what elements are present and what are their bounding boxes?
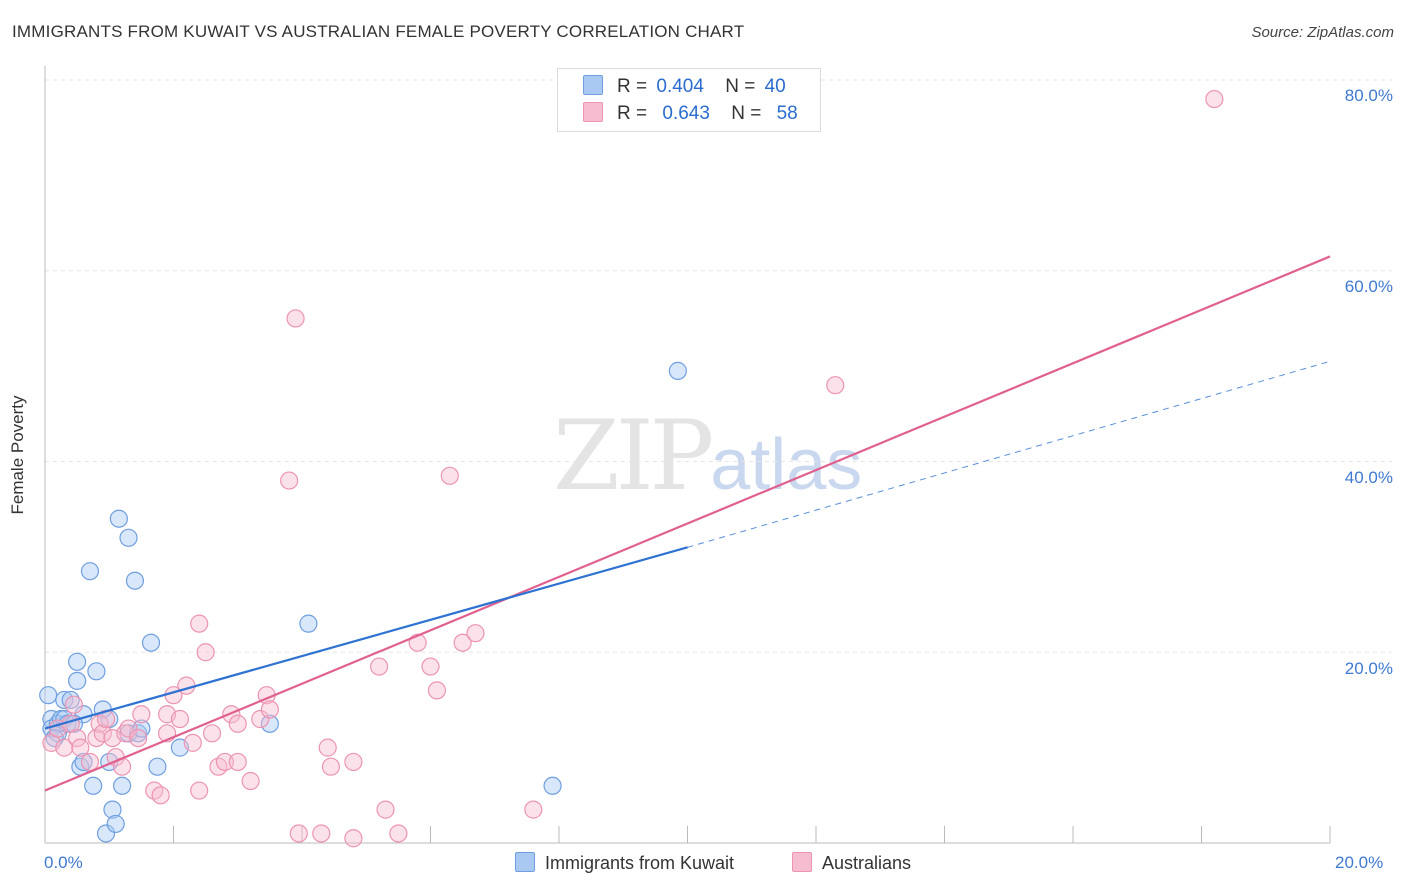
australians-trend-line — [44, 255, 1331, 792]
y-tick-label-20: 20.0% — [1344, 659, 1393, 678]
australians-point-26 — [183, 733, 202, 752]
australians-point-54 — [440, 466, 459, 485]
kuwait-point-6 — [55, 690, 74, 710]
kuwait-point-14 — [74, 752, 93, 772]
australians-point-52 — [421, 657, 440, 676]
australians-point-5 — [68, 728, 87, 748]
kuwait-point-26 — [119, 528, 138, 547]
kuwait-point-25 — [112, 776, 132, 795]
legend-swatch-australians — [583, 102, 603, 122]
legend-r-value-kuwait: 0.404 — [656, 76, 704, 97]
chart-title: IMMIGRANTS FROM KUWAIT VS AUSTRALIAN FEM… — [12, 22, 745, 41]
australians-point-10 — [93, 724, 112, 743]
legend-n-value-australians: 58 — [776, 103, 798, 124]
australians-point-50 — [389, 824, 408, 843]
australians-point-7 — [80, 752, 100, 772]
australians-point-27 — [190, 614, 209, 633]
australians-point-36 — [241, 771, 260, 791]
source-label: Source: ZipAtlas.com — [1251, 24, 1394, 41]
australians-point-45 — [321, 757, 341, 776]
bottom-legend-swatch-kuwait — [515, 852, 535, 872]
kuwait-point-28 — [125, 571, 145, 590]
legend-row-kuwait: R = 0.404 N = 40 — [583, 75, 786, 99]
watermark-zip: ZIP — [553, 400, 714, 512]
legend-row-australians: R = 0.643 N = 58 — [583, 102, 798, 126]
legend-r-value-australians: 0.643 — [662, 103, 710, 124]
australians-point-32 — [215, 752, 234, 772]
kuwait-point-30 — [141, 633, 161, 652]
australians-point-57 — [524, 800, 543, 819]
australians-point-34 — [228, 714, 247, 733]
australians-point-48 — [370, 657, 389, 676]
australians-point-6 — [71, 738, 90, 757]
kuwait-point-16 — [84, 776, 103, 795]
watermark-atlas: atlas — [710, 425, 863, 505]
australians-point-25 — [177, 676, 196, 695]
legend-r-label: R = — [617, 76, 648, 97]
australians-point-2 — [55, 738, 74, 757]
legend-n-value-kuwait: 40 — [764, 76, 786, 97]
y-tick-label-80: 80.0% — [1344, 86, 1393, 105]
bottom-legend-kuwait: Immigrants from Kuwait — [515, 852, 734, 874]
australians-point-53 — [427, 681, 447, 700]
australians-point-16 — [119, 719, 138, 738]
australians-point-20 — [151, 786, 170, 805]
kuwait-point-35 — [543, 776, 562, 795]
australians-point-29 — [196, 643, 215, 662]
australians-point-46 — [344, 752, 363, 772]
legend-n-label: N = — [725, 76, 756, 97]
y-axis-label: Female Poverty — [8, 395, 27, 515]
australians-point-56 — [466, 624, 485, 643]
correlation-legend: R = 0.404 N = 40 R = 0.643 N = 58 — [557, 68, 821, 132]
australians-point-55 — [453, 633, 472, 652]
x-tick-label-max: 20.0% — [1335, 853, 1384, 872]
australians-point-59 — [1205, 89, 1224, 109]
australians-point-43 — [312, 824, 331, 843]
australians-point-47 — [344, 829, 363, 848]
australians-point-24 — [170, 709, 190, 729]
bottom-legend-label-australians: Australians — [822, 853, 912, 873]
watermark: ZIPatlas — [553, 400, 862, 512]
kuwait-point-31 — [148, 757, 167, 776]
kuwait-point-36 — [668, 361, 687, 380]
bottom-legend-australians: Australians — [792, 852, 911, 874]
australians-point-35 — [228, 752, 247, 772]
kuwait-point-23 — [106, 814, 125, 834]
bottom-legend-swatch-australians — [792, 852, 812, 872]
australians-point-4 — [64, 695, 84, 714]
australians-point-58 — [826, 376, 845, 395]
legend-r-label: R = — [617, 103, 648, 124]
australians-point-28 — [190, 781, 209, 800]
australians-point-17 — [129, 728, 148, 748]
australians-point-30 — [202, 724, 222, 743]
legend-swatch-kuwait — [583, 75, 603, 95]
australians-point-49 — [376, 800, 395, 819]
y-tick-label-40: 40.0% — [1344, 468, 1393, 487]
kuwait-trend-extension — [687, 360, 1331, 548]
kuwait-point-19 — [96, 824, 116, 843]
x-tick-label-min: 0.0% — [44, 853, 83, 872]
australians-point-42 — [289, 824, 308, 843]
australians-point-39 — [260, 700, 279, 719]
kuwait-point-33 — [260, 714, 279, 733]
australians-point-44 — [318, 738, 337, 757]
kuwait-point-0 — [39, 686, 58, 705]
kuwait-point-11 — [68, 652, 87, 671]
australians-point-18 — [132, 705, 151, 724]
kuwait-point-34 — [299, 614, 318, 633]
bottom-legend-label-kuwait: Immigrants from Kuwait — [545, 853, 735, 873]
australians-point-40 — [280, 471, 299, 490]
australians-point-41 — [286, 309, 305, 328]
legend-n-label: N = — [731, 103, 762, 124]
kuwait-point-17 — [87, 662, 106, 681]
kuwait-point-10 — [68, 671, 87, 690]
kuwait-trend-line — [44, 546, 688, 730]
australians-point-37 — [251, 709, 270, 729]
kuwait-point-22 — [103, 800, 122, 819]
kuwait-point-24 — [109, 509, 128, 528]
kuwait-point-15 — [80, 562, 100, 581]
y-tick-label-60: 60.0% — [1344, 277, 1393, 296]
